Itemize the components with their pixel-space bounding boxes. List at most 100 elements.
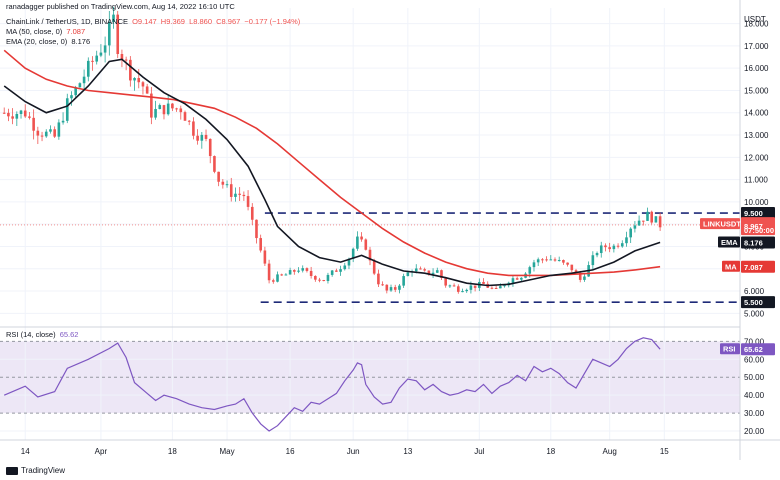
candle-body	[124, 59, 128, 61]
symbol-tag-text: LINKUSDT	[703, 220, 741, 229]
rsi-tick-label: 70.00	[744, 337, 765, 346]
rsi-tick-label: 30.00	[744, 409, 765, 418]
candle-body	[187, 120, 191, 122]
candle-body	[444, 277, 447, 286]
candle-body	[448, 285, 452, 287]
candle-body	[7, 112, 10, 117]
candle-body	[406, 272, 410, 277]
candle-body	[242, 194, 246, 197]
candle-body	[15, 113, 19, 119]
candle-body	[86, 60, 90, 77]
candle-body	[377, 273, 380, 285]
candle-body	[566, 262, 569, 265]
candle-body	[528, 267, 532, 274]
candle-body	[70, 95, 73, 99]
grid	[0, 8, 740, 440]
candle-body	[133, 78, 136, 81]
ohlc-low: L8.860	[189, 17, 213, 26]
support-tag-box	[741, 296, 775, 309]
rsi-legend[interactable]: RSI (14, close) 65.62	[6, 330, 80, 340]
candle-body	[234, 193, 237, 197]
candle-body	[330, 270, 334, 275]
time-tick-label: 15	[660, 447, 669, 456]
candle-body	[398, 285, 401, 290]
key-levels	[0, 212, 740, 303]
rsi-name-tag-text: RSI	[723, 345, 736, 354]
footer-brand[interactable]: TradingView	[6, 466, 65, 475]
candle-body	[154, 108, 157, 118]
candle-body	[402, 276, 405, 286]
price-tick-label: 18.000	[744, 20, 769, 29]
candle-body	[196, 135, 199, 141]
candle-body	[204, 134, 208, 139]
published-line: ranadagger published on TradingView.com,…	[6, 2, 237, 12]
price-tag-text: 8.967	[744, 222, 763, 231]
ema-legend[interactable]: EMA (20, close, 0) 8.176	[6, 37, 92, 47]
candle-body	[145, 86, 149, 94]
rsi-tick-label: 60.00	[744, 355, 765, 364]
symbol-tag-box	[700, 218, 740, 230]
price-tick-label: 12.000	[744, 153, 769, 162]
candle-body	[583, 276, 586, 280]
rsi-legend-title: RSI (14, close)	[6, 330, 56, 339]
candle-body	[612, 245, 616, 250]
candle-body	[339, 269, 342, 272]
rsi-legend-value: 65.62	[59, 330, 79, 339]
candle-body	[549, 259, 553, 261]
time-tick-label: Jul	[474, 447, 484, 456]
candle-body	[503, 285, 506, 287]
ema-value-tag-box	[741, 236, 775, 249]
candle-body	[318, 279, 321, 281]
candle-body	[532, 262, 536, 268]
candle-body	[65, 98, 69, 121]
candle-body	[419, 268, 422, 270]
price-tick-label: 10.000	[744, 198, 769, 207]
ma-legend[interactable]: MA (50, close, 0) 7.087	[6, 27, 87, 37]
ema-name-tag-box	[718, 236, 740, 248]
candle-body	[620, 243, 624, 247]
candle-body	[150, 93, 153, 118]
candle-body	[356, 236, 359, 249]
candle-body	[74, 87, 77, 96]
candle-body	[284, 274, 288, 276]
candle-body	[305, 268, 309, 271]
candle-body	[263, 250, 267, 264]
candles	[2, 6, 662, 294]
candle-body	[44, 131, 48, 137]
candle-body	[427, 270, 431, 275]
candle-body	[616, 245, 620, 247]
footer-brand-text: TradingView	[21, 466, 66, 475]
time-tick-label: 14	[21, 447, 30, 456]
rsi-line	[3, 337, 661, 432]
ema-legend-title: EMA (20, close, 0)	[6, 37, 68, 46]
candle-body	[604, 245, 607, 248]
price-tick-label: 14.000	[744, 109, 769, 118]
candle-body	[553, 259, 557, 261]
ema-legend-value: 8.176	[71, 37, 91, 46]
symbol-name: ChainLink / TetherUS, 1D, BINANCE	[6, 17, 128, 26]
ma-name-tag-text: MA	[725, 262, 737, 271]
candle-body	[112, 14, 115, 22]
candle-body	[267, 263, 271, 281]
candle-body	[557, 260, 561, 262]
time-tick-label: 18	[546, 447, 555, 456]
candle-body	[625, 237, 628, 244]
candle-body	[36, 130, 40, 136]
candle-body	[57, 122, 61, 137]
rsi-value-tag-box	[741, 343, 775, 356]
rsi-name-tag-box	[720, 343, 740, 355]
candle-body	[423, 269, 426, 271]
price-tick-label: 6.000	[744, 287, 765, 296]
resistance-tag-text: 9.500	[744, 209, 763, 218]
ohlc-high: H9.369	[160, 17, 185, 26]
candle-body	[120, 53, 124, 60]
ma-value-tag-text: 7.087	[744, 263, 763, 272]
candle-body	[364, 239, 368, 250]
candle-body	[494, 288, 498, 290]
price-tick-label: 13.000	[744, 131, 769, 140]
candle-body	[461, 291, 464, 293]
countdown-text: 07:50:00	[744, 226, 774, 235]
candle-body	[200, 134, 204, 141]
candle-body	[297, 270, 300, 272]
